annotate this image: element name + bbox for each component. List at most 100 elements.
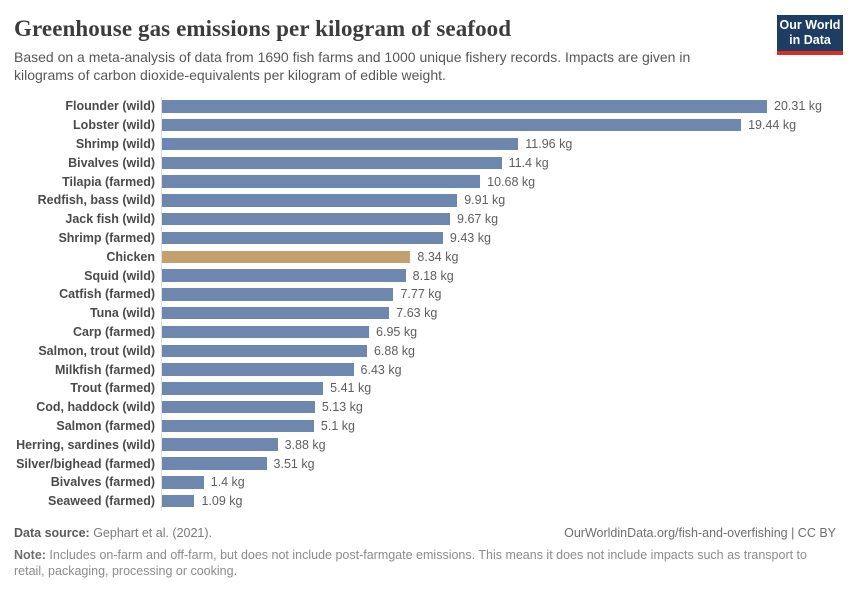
category-label: Salmon (farmed) (56, 418, 155, 433)
category-label: Milkfish (farmed) (54, 362, 155, 377)
bar (162, 231, 443, 245)
bar (162, 400, 315, 414)
category-label: Chicken (106, 249, 155, 264)
value-label: 1.4 kg (210, 475, 245, 490)
bar-track: 7.63 kg (161, 303, 850, 323)
category-label: Lobster (wild) (73, 118, 155, 133)
category-label: Flounder (wild) (65, 99, 155, 114)
bar (162, 175, 481, 188)
value-label: 19.44 kg (748, 118, 797, 133)
bar-chart: Flounder (wild) 20.31 kg Lobster (wild) 19.… (0, 97, 850, 511)
bar (162, 457, 267, 470)
bar-track: 10.68 kg (161, 172, 850, 191)
bar (162, 212, 451, 226)
value-label: 6.43 kg (360, 362, 402, 377)
value-label: 10.68 kg (487, 174, 536, 189)
value-label: 11.4 kg (508, 155, 549, 170)
bar-track: 5.41 kg (161, 378, 850, 398)
bar-row: Tuna (wild) 7.63 kg (0, 303, 850, 323)
bar-row: Bivalves (wild) 11.4 kg (0, 153, 850, 173)
data-source-label: Data source: (14, 525, 90, 540)
bar-track: 3.51 kg (161, 454, 850, 473)
bar (162, 325, 370, 339)
bar (162, 288, 394, 301)
owid-logo[interactable]: Our World in Data (777, 15, 843, 55)
bar-row: Catfish (farmed) 7.77 kg (0, 284, 850, 304)
bar-row: Shrimp (farmed) 9.43 kg (0, 228, 850, 248)
bar-row: Tilapia (farmed) 10.68 kg (0, 172, 850, 191)
bar-row: Carp (farmed) 6.95 kg (0, 322, 850, 342)
bar-row: Herring, sardines (wild) 3.88 kg (0, 435, 850, 455)
chart-header: Greenhouse gas emissions per kilogram of… (0, 0, 850, 84)
value-label: 9.67 kg (457, 212, 499, 227)
bar-row: Salmon, trout (wild) 6.88 kg (0, 341, 850, 361)
owid-logo-line1: Our World (779, 18, 841, 32)
bar-row: Trout (farmed) 5.41 kg (0, 378, 850, 398)
bar-track: 6.43 kg (161, 360, 850, 379)
value-label: 9.91 kg (464, 193, 506, 208)
bar (162, 137, 519, 151)
bar (162, 344, 367, 357)
category-label: Carp (farmed) (73, 324, 155, 339)
bar (162, 476, 204, 489)
value-label: 6.95 kg (376, 324, 418, 339)
bar-track: 11.4 kg (161, 153, 850, 173)
owid-logo-line2: in Data (789, 33, 831, 47)
value-label: 5.13 kg (321, 400, 363, 415)
source-line: Data source: Gephart et al. (2021). OurW… (14, 526, 836, 540)
bar (162, 363, 354, 376)
value-label: 8.18 kg (412, 268, 454, 283)
value-label: 11.96 kg (525, 136, 573, 151)
value-label: 8.34 kg (417, 249, 459, 264)
bar (162, 382, 324, 395)
chart-footer: Data source: Gephart et al. (2021). OurW… (14, 526, 836, 580)
bar-row: Chicken 8.34 kg (0, 247, 850, 267)
category-label: Tuna (wild) (89, 306, 155, 321)
bar-track: 6.88 kg (161, 341, 850, 361)
category-label: Bivalves (farmed) (50, 475, 155, 490)
bar-track: 7.77 kg (161, 284, 850, 304)
bar-row: Shrimp (wild) 11.96 kg (0, 134, 850, 154)
category-label: Cod, haddock (wild) (36, 400, 155, 415)
bar (162, 438, 278, 451)
chart-note-label: Note: (14, 547, 46, 562)
value-label: 9.43 kg (449, 230, 491, 245)
category-label: Shrimp (farmed) (58, 230, 155, 245)
bar-row: Redfish, bass (wild) 9.91 kg (0, 190, 850, 210)
bar-track: 6.95 kg (161, 322, 850, 342)
bar-row: Salmon (farmed) 5.1 kg (0, 416, 850, 436)
bar-track: 5.1 kg (161, 416, 850, 436)
category-label: Seaweed (farmed) (48, 494, 155, 509)
value-label: 3.88 kg (284, 437, 326, 452)
chart-subtitle: Based on a meta-analysis of data from 16… (14, 49, 691, 83)
bar-row: Jack fish (wild) 9.67 kg (0, 209, 850, 229)
bar-track: 19.44 kg (161, 115, 850, 135)
bar (162, 269, 406, 282)
bar-track: 9.91 kg (161, 190, 850, 210)
bar-track: 9.43 kg (161, 228, 850, 248)
value-label: 7.77 kg (400, 287, 442, 302)
category-label: Silver/bighead (farmed) (16, 456, 155, 471)
bar (162, 194, 458, 207)
value-label: 7.63 kg (396, 306, 438, 321)
chart-note: Note: Includes on-farm and off-farm, but… (14, 547, 822, 580)
bar-track: 20.31 kg (161, 97, 850, 116)
bar-track: 11.96 kg (161, 134, 850, 154)
bar-track: 3.88 kg (161, 435, 850, 455)
bar (162, 494, 195, 508)
category-label: Redfish, bass (wild) (37, 193, 155, 208)
bar (162, 306, 390, 320)
category-label: Shrimp (wild) (75, 136, 155, 151)
data-source: Data source: Gephart et al. (2021). (14, 526, 212, 540)
bar-track: 5.13 kg (161, 397, 850, 417)
bar-row: Seaweed (farmed) 1.09 kg (0, 491, 850, 511)
bar (162, 118, 742, 132)
bar (162, 156, 502, 170)
value-label: 5.41 kg (330, 381, 372, 396)
bar-row: Milkfish (farmed) 6.43 kg (0, 360, 850, 379)
value-label: 20.31 kg (774, 99, 822, 114)
value-label: 1.09 kg (201, 494, 243, 509)
owid-url-link[interactable]: OurWorldinData.org/fish-and-overfishing … (564, 525, 836, 540)
category-label: Tilapia (farmed) (62, 174, 155, 189)
